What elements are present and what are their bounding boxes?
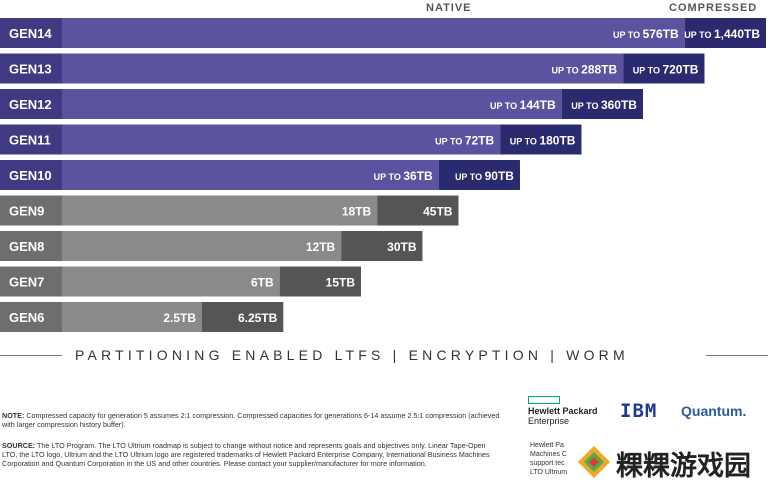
native-value-label: UP TO 288TB — [551, 63, 617, 77]
native-bar — [62, 124, 501, 155]
native-bar — [62, 266, 280, 297]
compressed-bar — [500, 124, 582, 155]
compressed-value-label: 6.25TB — [238, 311, 278, 325]
native-bar — [62, 160, 439, 190]
compressed-bar — [202, 302, 284, 332]
gen-label: GEN11 — [9, 133, 51, 148]
source: SOURCE: The LTO Program. The LTO Ultrium… — [2, 441, 492, 468]
partial-text-1: Hewlett Pa — [530, 442, 564, 449]
native-bar — [62, 18, 685, 48]
gen-label-bg — [0, 266, 62, 297]
compressed-value-label: UP TO 1,440TB — [684, 27, 760, 41]
gen-label-bg — [0, 160, 62, 190]
native-bar — [62, 231, 342, 261]
gen-label: GEN6 — [9, 310, 44, 325]
features-rule-right — [706, 355, 768, 356]
compressed-value-label: UP TO 180TB — [510, 134, 576, 148]
note-text: Compressed capacity for generation 5 ass… — [2, 411, 500, 429]
native-value-label: UP TO 36TB — [374, 169, 433, 183]
features-banner: PARTITIONING ENABLED LTFS | ENCRYPTION |… — [0, 344, 770, 366]
compressed-bar — [623, 53, 705, 84]
gen-label-bg — [0, 89, 62, 119]
ibm-logo: IBM — [620, 400, 658, 422]
gen-label-bg — [0, 195, 62, 226]
compressed-bar — [561, 89, 643, 119]
partial-text-4: LTO Ultrium — [530, 469, 568, 476]
bar-row-gen12: GEN12 UP TO 144TB UP TO 360TB — [0, 89, 643, 119]
compressed-value-label: UP TO 90TB — [455, 169, 514, 183]
watermark-text: 粿粿游戏园 — [616, 451, 751, 482]
compressed-bar — [279, 266, 361, 297]
compressed-value-label: UP TO 360TB — [571, 98, 637, 112]
gen-label: GEN12 — [9, 97, 52, 112]
features-text: PARTITIONING ENABLED LTFS | ENCRYPTION |… — [75, 347, 629, 363]
bar-row-gen13: GEN13 UP TO 288TB UP TO 720TB — [0, 53, 705, 84]
bar-row-gen9: GEN9 18TB 45TB — [0, 195, 459, 226]
gen-label-bg — [0, 124, 62, 155]
note: NOTE: Compressed capacity for generation… — [2, 411, 502, 429]
gen-label-bg — [0, 53, 62, 84]
compressed-value-label: 15TB — [326, 276, 356, 290]
source-label: SOURCE: — [2, 441, 36, 450]
bar-row-gen14: GEN14 UP TO 576TB UP TO 1,440TB — [0, 18, 766, 48]
partial-text-3: support tec — [530, 460, 565, 467]
gen-label: GEN7 — [9, 275, 44, 290]
hpe-line1: Hewlett Packard — [528, 406, 598, 416]
hpe-line2: Enterprise — [528, 416, 570, 426]
native-bar — [62, 302, 202, 332]
native-value-label: 12TB — [306, 240, 336, 254]
hpe-logo-icon — [528, 396, 560, 404]
compressed-bar — [438, 160, 520, 190]
gen-label: GEN8 — [9, 239, 44, 254]
gen-label: GEN9 — [9, 204, 44, 219]
native-bar — [62, 195, 378, 226]
watermark: 粿粿游戏园 — [572, 440, 770, 484]
hpe-logo: Hewlett Packard Enterprise — [528, 406, 598, 426]
compressed-bar — [684, 18, 766, 48]
gen-label: GEN14 — [9, 26, 52, 41]
native-value-label: UP TO 72TB — [435, 134, 494, 148]
compressed-value-label: UP TO 720TB — [633, 63, 699, 77]
quantum-logo: Quantum. — [681, 403, 747, 419]
native-value-label: 6TB — [251, 276, 274, 290]
native-bar — [62, 53, 624, 84]
bar-row-gen6: GEN6 2.5TB 6.25TB — [0, 302, 284, 332]
bar-row-gen11: GEN11 UP TO 72TB UP TO 180TB — [0, 124, 582, 155]
gen-label: GEN10 — [9, 168, 52, 183]
source-text: The LTO Program. The LTO Ultrium roadmap… — [2, 441, 490, 468]
compressed-bar — [377, 195, 459, 226]
native-value-label: 18TB — [342, 205, 372, 219]
gen-label-bg — [0, 231, 62, 261]
gen-label: GEN13 — [9, 62, 52, 77]
watermark-logo-icon — [578, 446, 610, 478]
compressed-value-label: 45TB — [423, 205, 453, 219]
features-rule-left — [0, 355, 62, 356]
native-value-label: 2.5TB — [163, 311, 196, 325]
legend-native: NATIVE — [426, 2, 472, 14]
lto-roadmap-chart: GEN14 UP TO 576TB UP TO 1,440TB GEN13 UP TO … — [0, 18, 766, 332]
compressed-bar — [341, 231, 423, 261]
native-value-label: UP TO 144TB — [490, 98, 556, 112]
native-value-label: UP TO 576TB — [613, 27, 679, 41]
bar-row-gen10: GEN10 UP TO 36TB UP TO 90TB — [0, 160, 520, 190]
note-label: NOTE: — [2, 411, 25, 420]
native-bar — [62, 89, 562, 119]
partial-text-2: Machines C — [530, 451, 567, 458]
compressed-value-label: 30TB — [387, 240, 417, 254]
gen-label-bg — [0, 18, 62, 48]
gen-label-bg — [0, 302, 62, 332]
bar-row-gen7: GEN7 6TB 15TB — [0, 266, 361, 297]
legend-compressed: COMPRESSED — [669, 2, 758, 14]
bar-row-gen8: GEN8 12TB 30TB — [0, 231, 423, 261]
